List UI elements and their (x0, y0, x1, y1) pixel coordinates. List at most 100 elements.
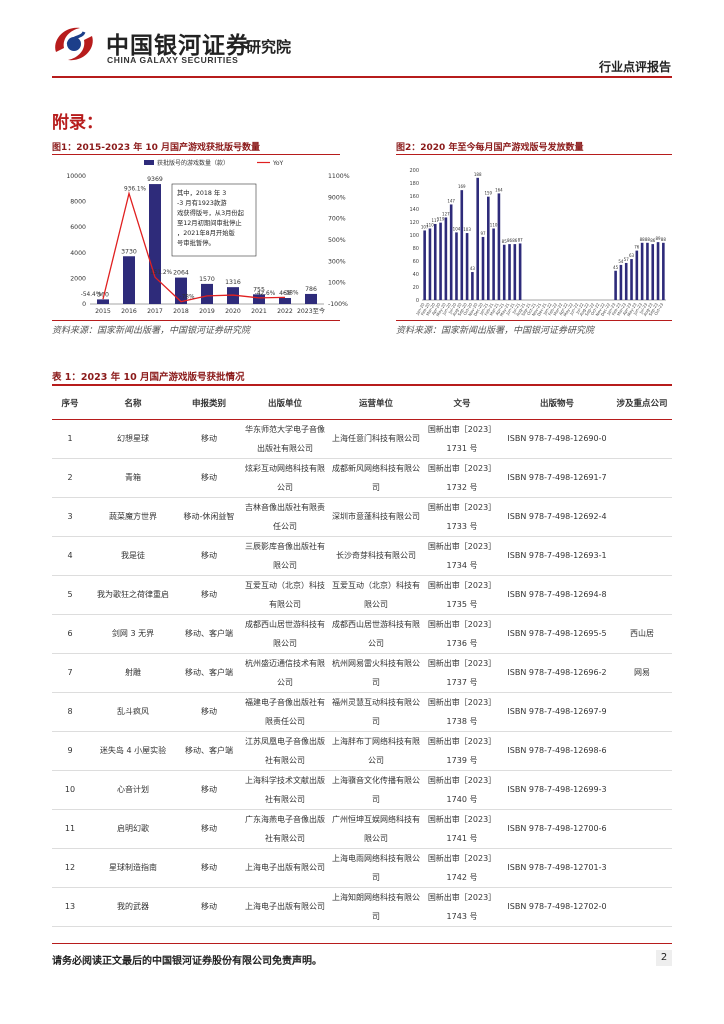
y-tick-label: 180 (409, 181, 419, 187)
x-tick-label: Nov-20 (467, 302, 479, 317)
logo-en-text: CHINA GALAXY SECURITIES (107, 55, 239, 65)
table-cell: 互爱互动（北京）科技有限公司 (330, 575, 422, 615)
table-cell (612, 419, 672, 459)
table-cell: 乱斗疯风 (88, 692, 178, 732)
table-cell: 福建电子音像出版社有限责任公司 (240, 692, 330, 732)
table-cell: ISBN 978-7-498-12691-7 (502, 458, 612, 498)
table-cell: 上海科学技术文献出版社有限公司 (240, 770, 330, 810)
bar-value-label: 97 (480, 231, 486, 236)
table-cell: 国新出审［2023］1743 号 (422, 887, 502, 927)
table-cell: 幻想星球 (88, 419, 178, 459)
x-tick-label: Nov-22 (594, 302, 606, 317)
table-row: 12 星球制造指南 移动 上海电子出版有限公司 上海电雨网络科技有限公司 国新出审［202… (52, 848, 672, 888)
table-cell: 网易 (612, 653, 672, 693)
table-cell: 移动 (178, 536, 240, 576)
table-cell: ISBN 978-7-498-12695-5 (502, 614, 612, 654)
bar-value-label: 127 (442, 211, 450, 216)
figure-2-rule (396, 154, 672, 155)
annotation-text: 戏获得版号，从3月份起 (177, 208, 245, 217)
table-header-row: 序号 名称 申报类别 出版单位 运营单位 文号 出版物号 涉及重点公司 (52, 387, 672, 420)
column-header: 出版物号 (502, 387, 612, 420)
bar-value-label: 1316 (225, 279, 241, 286)
y-tick-label: 10000 (66, 173, 86, 180)
bar-Mar-20 (433, 223, 437, 300)
bar-May-21 (508, 244, 511, 300)
x-tick-label: 2016 (121, 308, 137, 315)
table-cell: 蔬菜魔方世界 (88, 497, 178, 537)
bar-Jan-23 (614, 270, 617, 300)
table-row: 8 乱斗疯风 移动 福建电子音像出版社有限责任公司 福州灵慧互动科技有限公司 国新出审［2… (52, 692, 672, 732)
bar-Aug-20 (460, 190, 464, 300)
x-tick-label: Jan-20 (414, 302, 425, 317)
bar-value-label: 85 (502, 239, 508, 244)
bar-Oct-20 (471, 272, 474, 300)
bar-Mar-23 (624, 262, 628, 300)
bar-value-label: 2064 (173, 270, 189, 277)
bar-value-label: 110 (490, 223, 498, 228)
y-tick-label: 100 (409, 233, 419, 239)
yoy-value-label: -38% (284, 290, 299, 296)
x-tick-label: Dec-21 (536, 302, 548, 317)
x-tick-label: Mar-22 (552, 302, 563, 317)
bar-2017 (149, 184, 161, 304)
x-tick-label: 2022 (277, 308, 293, 315)
table-cell: 国新出审［2023］1733 号 (422, 497, 502, 537)
table-cell: 9 (52, 731, 88, 771)
bar-2021 (253, 294, 265, 304)
x-tick-label: May-23 (626, 302, 638, 318)
table-cell: 国新出审［2023］1734 号 (422, 536, 502, 576)
table-cell: 剑网 3 无界 (88, 614, 178, 654)
column-header: 涉及重点公司 (612, 387, 672, 420)
yoy-line (102, 191, 286, 303)
column-header: 出版单位 (240, 387, 330, 420)
bar-value-label: 755 (253, 286, 265, 293)
table-cell: ISBN 978-7-498-12702-0 (502, 887, 612, 927)
x-tick-label: Oct-22 (590, 302, 601, 317)
y-tick-label: 8000 (70, 199, 86, 206)
table-cell: 上海骥音文化传播有限公司 (330, 770, 422, 810)
bar-value-label: 63 (629, 253, 635, 258)
bar-2022 (279, 298, 291, 304)
table-cell (612, 692, 672, 732)
table-cell (612, 458, 672, 498)
bar-Jul-20 (455, 232, 458, 300)
section-title: 附录： (52, 113, 103, 133)
bar-Jun-21 (513, 244, 517, 300)
y-tick-label: 120 (409, 220, 419, 226)
x-tick-label: Feb-22 (547, 302, 558, 317)
logo-cn-text: 中国银河证券 (106, 32, 250, 59)
bar-May-20 (444, 217, 448, 300)
annotation-text: -3 月有1923款游 (177, 198, 227, 207)
bar-value-label: 104 (453, 226, 461, 231)
x-tick-label: Aug-21 (515, 302, 527, 317)
table-cell: 江苏凤凰电子音像出版社有限公司 (240, 731, 330, 771)
table-cell: 移动、客户端 (178, 653, 240, 693)
table-cell: 深圳市意蓬科技有限公司 (330, 497, 422, 537)
y2-tick-label: 300% (328, 258, 346, 265)
table-cell: 我为歌狂之荷律重启 (88, 575, 178, 615)
table-cell: 上海电子出版有限公司 (240, 848, 330, 888)
table-row: 10 心音计划 移动 上海科学技术文献出版社有限公司 上海骥音文化传播有限公司 国新出审［… (52, 770, 672, 810)
table-cell: ISBN 978-7-498-12696-2 (502, 653, 612, 693)
bar-value-label: 147 (447, 198, 455, 203)
x-tick-label: Mar-23 (616, 302, 627, 317)
column-header: 序号 (52, 387, 88, 420)
table-cell: 移动 (178, 770, 240, 810)
x-tick-label: Jun-21 (504, 302, 515, 317)
yoy-value-label: -42.6% (255, 291, 276, 297)
table-cell: 长沙奇芽科技有限公司 (330, 536, 422, 576)
bar-Apr-21 (502, 244, 506, 300)
table-cell: 我是徒 (88, 536, 178, 576)
x-tick-label: Jul-20 (447, 302, 458, 316)
y-tick-label: 40 (413, 272, 419, 278)
table-cell: 华东师范大学电子音像出版社有限公司 (240, 419, 330, 459)
y2-tick-label: 500% (328, 237, 346, 244)
x-tick-label: Dec-20 (472, 302, 484, 317)
figure-2-source: 资料来源：国家新闻出版署，中国银河证券研究院 (396, 326, 595, 336)
table-cell: 移动 (178, 458, 240, 498)
column-header: 申报类别 (178, 387, 240, 420)
bar-value-label: 3730 (121, 248, 137, 255)
table-row: 4 我是徒 移动 三辰影库音像出版社有限公司 长沙奇芽科技有限公司 国新出审［2023］1… (52, 536, 672, 576)
bar-value-label: 86 (507, 238, 513, 243)
table-row: 7 射雕 移动、客户端 杭州盛迈通信技术有限公司 杭州网易雷火科技有限公司 国新出审［20… (52, 653, 672, 693)
